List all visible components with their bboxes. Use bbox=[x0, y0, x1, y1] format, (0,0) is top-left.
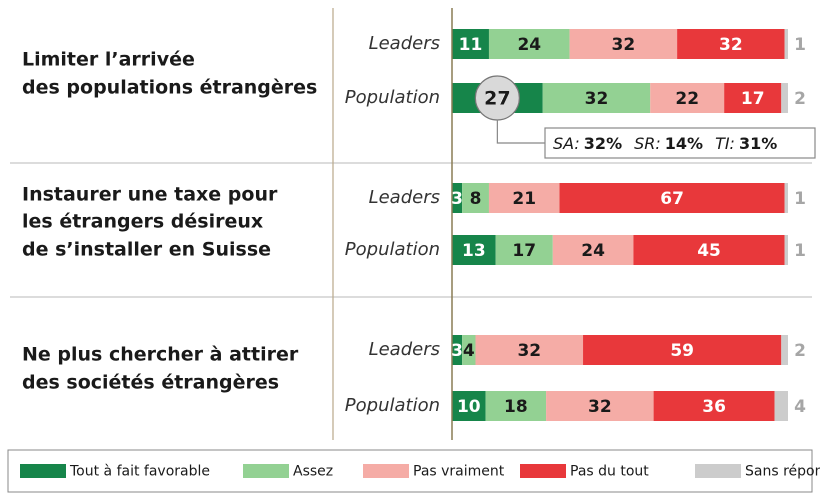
row-label: Leaders bbox=[369, 187, 440, 208]
bar-segment bbox=[475, 335, 584, 365]
value-label: 24 bbox=[517, 35, 541, 55]
legend-swatch bbox=[243, 464, 289, 478]
value-label: 18 bbox=[504, 397, 528, 417]
row-label: Population bbox=[345, 395, 440, 416]
value-label: 3 bbox=[451, 189, 463, 209]
bar-segment bbox=[774, 391, 788, 421]
value-label: 4 bbox=[463, 341, 475, 361]
value-label: 2 bbox=[794, 89, 806, 109]
value-label: 13 bbox=[462, 241, 486, 261]
question-label: Instaurer une taxe pour bbox=[22, 184, 278, 206]
bar-segment bbox=[784, 183, 788, 213]
value-label: 1 bbox=[794, 241, 806, 261]
bar-segment bbox=[781, 83, 788, 113]
question-label: des sociétés étrangères bbox=[22, 372, 279, 394]
bar-segment bbox=[488, 29, 570, 59]
value-label: 32 bbox=[612, 35, 636, 55]
bar-segment bbox=[583, 335, 782, 365]
bar-segment bbox=[552, 235, 634, 265]
value-label: 67 bbox=[660, 189, 684, 209]
annotation-label: TI: bbox=[715, 134, 735, 153]
bar-segment bbox=[452, 335, 463, 365]
legend-label: Sans réponse bbox=[745, 464, 820, 480]
bar-segment bbox=[452, 391, 486, 421]
legend-label: Pas du tout bbox=[570, 464, 649, 480]
annotation-value: 32% bbox=[584, 134, 622, 153]
row-label: Leaders bbox=[369, 339, 440, 360]
value-label: 11 bbox=[459, 35, 483, 55]
bar-segment bbox=[781, 335, 788, 365]
value-label: 3 bbox=[451, 341, 463, 361]
bar-segment bbox=[784, 235, 788, 265]
bar-segment bbox=[677, 29, 785, 59]
value-label: 36 bbox=[702, 397, 726, 417]
value-label: 2 bbox=[794, 341, 806, 361]
bar-segment bbox=[542, 83, 651, 113]
legend-swatch bbox=[363, 464, 409, 478]
value-label: 32 bbox=[588, 397, 612, 417]
legend-label: Pas vraiment bbox=[413, 464, 505, 480]
row-label: Leaders bbox=[369, 33, 440, 54]
value-label: 24 bbox=[581, 241, 605, 261]
bar-segment bbox=[559, 183, 785, 213]
bar-segment bbox=[452, 183, 463, 213]
value-label: 32 bbox=[585, 89, 609, 109]
value-label: 22 bbox=[675, 89, 699, 109]
annotation-box bbox=[544, 127, 816, 159]
value-label: 10 bbox=[457, 397, 481, 417]
legend-swatch bbox=[20, 464, 66, 478]
value-label: 8 bbox=[470, 189, 482, 209]
value-label: 17 bbox=[741, 89, 765, 109]
value-label: 21 bbox=[512, 189, 536, 209]
bar-segment bbox=[633, 235, 785, 265]
annotation-label: SR: bbox=[634, 134, 661, 153]
row-label: Population bbox=[345, 239, 440, 260]
bar-segment bbox=[452, 29, 489, 59]
bar-segment bbox=[488, 183, 560, 213]
question-label: Ne plus chercher à attirer bbox=[22, 344, 299, 366]
annotation-label: SA: bbox=[553, 134, 580, 153]
value-label: 4 bbox=[794, 397, 806, 417]
value-label: 32 bbox=[517, 341, 541, 361]
legend-swatch bbox=[520, 464, 566, 478]
annotation-text: SA: 32% SR: 14% TI: 31% bbox=[553, 134, 777, 153]
annotation-value: 31% bbox=[739, 134, 777, 153]
bar-segment bbox=[495, 235, 553, 265]
connector bbox=[496, 120, 545, 144]
row-label: Population bbox=[345, 87, 440, 108]
question-label: des populations étrangères bbox=[22, 77, 317, 99]
question-label: Limiter l’arrivée bbox=[22, 49, 195, 71]
bar-segment bbox=[724, 83, 782, 113]
bar-segment bbox=[546, 391, 654, 421]
bar-segment bbox=[650, 83, 725, 113]
value-label: 17 bbox=[512, 241, 536, 261]
value-label: 1 bbox=[794, 35, 806, 55]
value-label: 27 bbox=[486, 89, 510, 109]
annotation-value: 14% bbox=[665, 134, 703, 153]
bar-segment bbox=[653, 391, 775, 421]
legend-label: Assez bbox=[293, 464, 333, 480]
bar-segment bbox=[462, 335, 476, 365]
value-label: 1 bbox=[794, 189, 806, 209]
bar-segment bbox=[569, 29, 678, 59]
bar-segment bbox=[452, 235, 496, 265]
legend-box bbox=[7, 449, 813, 493]
bar-segment bbox=[485, 391, 547, 421]
question-label: de s’installer en Suisse bbox=[22, 239, 271, 261]
value-label: 27 bbox=[484, 88, 510, 110]
value-label: 32 bbox=[719, 35, 743, 55]
legend-swatch bbox=[695, 464, 741, 478]
legend-label: Tout à fait favorable bbox=[69, 464, 210, 480]
value-label: 45 bbox=[697, 241, 721, 261]
bar-segment bbox=[784, 29, 788, 59]
value-label: 59 bbox=[670, 341, 694, 361]
question-label: les étrangers désireux bbox=[22, 211, 263, 233]
bar-segment bbox=[462, 183, 489, 213]
